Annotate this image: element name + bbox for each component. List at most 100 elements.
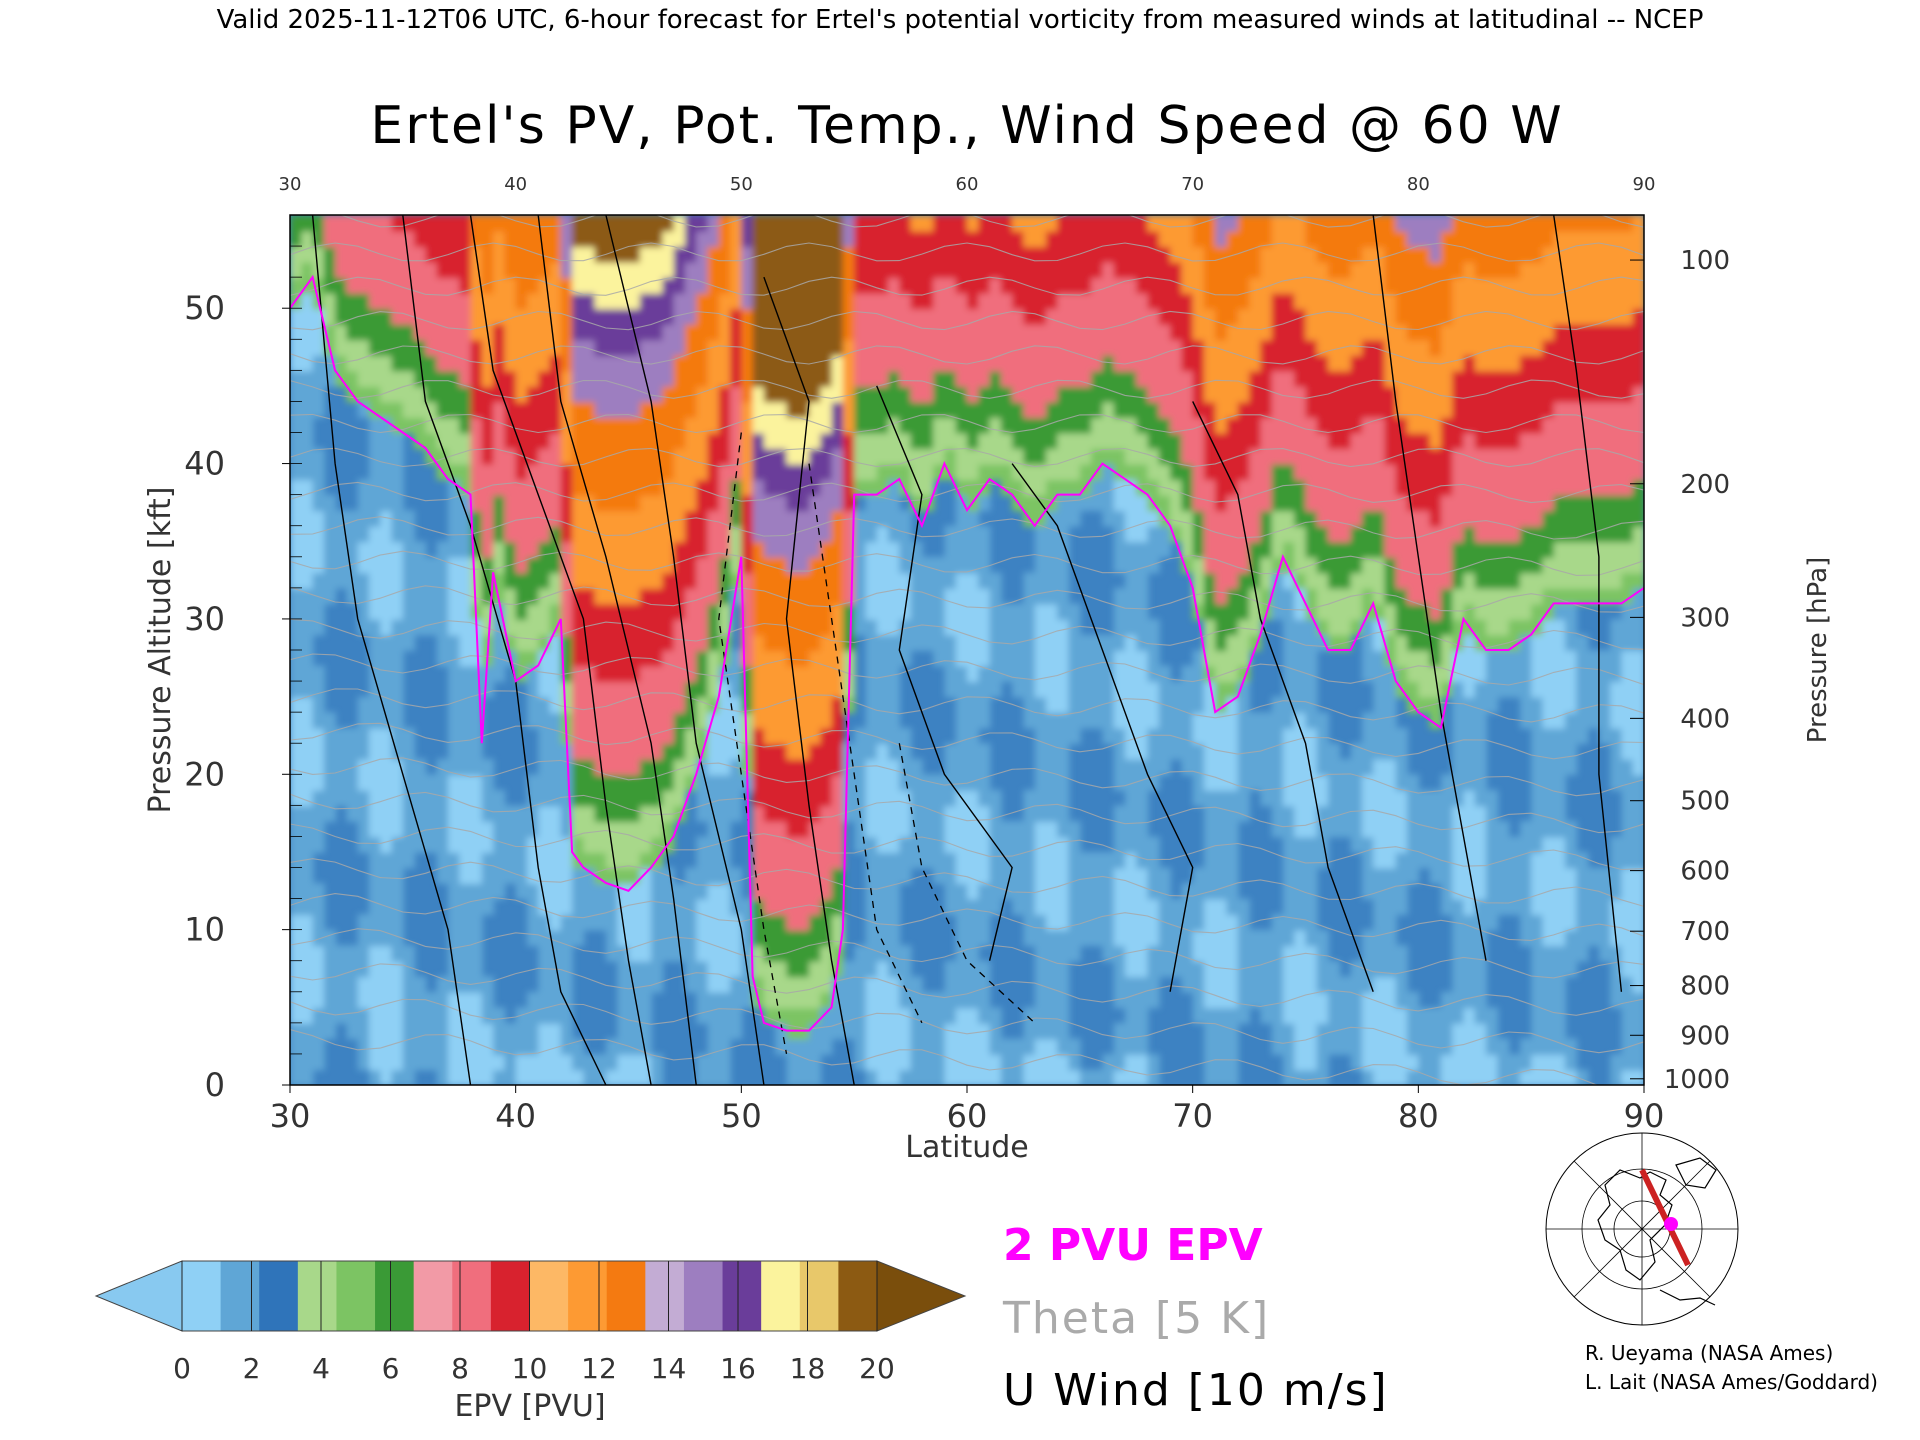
heat-cell [865,681,878,698]
heat-cell [617,805,630,822]
heat-cell [1249,727,1262,745]
heat-cell [1350,339,1363,356]
heat-cell [1136,1069,1149,1085]
heat-cell [1429,836,1442,853]
heat-cell [1079,883,1093,900]
heat-cell [854,572,867,589]
heat-cell [1181,665,1194,683]
heat-cell [651,339,664,356]
heat-cell [526,929,540,947]
heat-cell [1282,292,1296,310]
heat-cell [741,385,754,403]
heat-cell [436,261,449,279]
heat-cell [1034,681,1047,698]
heat-cell [414,292,427,310]
heat-cell [1373,370,1386,387]
heat-cell [357,587,370,605]
heat-cell [368,494,382,512]
heat-cell [301,494,314,512]
heat-cell [1305,1007,1318,1024]
heat-cell [1384,370,1397,387]
heat-cell [786,494,799,512]
heat-cell [470,215,483,232]
heat-cell [1463,1053,1476,1071]
heat-cell [290,1007,303,1024]
heat-cell [628,277,641,294]
heat-cell [357,820,370,838]
heat-cell [1203,960,1217,978]
heat-cell [504,494,517,512]
heat-cell [876,618,890,636]
heat-cell [1147,556,1160,574]
heat-cell [786,416,799,434]
heat-cell [1361,572,1375,589]
heat-cell [1057,929,1070,947]
heat-cell [696,292,709,310]
heat-cell [617,1069,630,1085]
heat-cell [696,230,709,248]
heat-cell [1124,463,1138,481]
heat-cell [1282,1022,1296,1040]
heat-cell [1124,556,1138,574]
heat-cell [921,618,935,636]
heat-cell [1000,603,1014,620]
heat-cell [639,494,653,512]
heat-cell [1316,416,1330,434]
heat-cell [831,277,844,294]
heat-cell [1260,1007,1273,1024]
heat-cell [572,385,585,403]
heat-cell [1271,494,1284,512]
heat-cell [1102,385,1115,403]
heat-cell [1079,681,1093,698]
heat-cell [763,976,777,993]
heat-cell [809,572,822,589]
heat-cell [1079,246,1093,263]
heat-cell [651,696,664,714]
heat-cell [515,603,528,620]
heat-cell [1045,463,1059,481]
heat-cell [1034,976,1047,993]
heat-cell [1113,634,1126,651]
heat-cell [639,1053,653,1071]
heat-cell [391,945,404,962]
heat-cell [301,1053,314,1071]
heat-cell [368,1007,382,1024]
heat-cell [1282,603,1296,620]
heat-cell [1192,261,1205,279]
heat-cell [797,572,811,589]
heat-cell [842,261,856,279]
heat-cell [888,991,901,1009]
heat-cell [673,587,686,605]
heat-cell [684,898,698,916]
heat-cell [1440,1053,1454,1071]
heat-cell [1316,1038,1330,1055]
heat-cell [820,510,833,527]
heat-cell [1305,634,1318,651]
heat-cell [1192,308,1205,325]
heat-cell [989,883,1002,900]
heat-cell [605,851,619,869]
heat-cell [955,945,968,962]
heat-cell [1124,292,1138,310]
heat-cell [560,432,574,450]
heat-cell [797,261,811,279]
heat-cell [1192,448,1205,465]
heat-cell [493,789,506,807]
heat-cell [583,898,596,916]
heat-cell [402,603,416,620]
heat-cell [1136,370,1149,387]
heat-cell [538,323,551,341]
heat-cell [391,587,404,605]
heat-cell [1136,292,1149,310]
heat-cell [1057,292,1070,310]
heat-cell [1226,618,1239,636]
heat-cell [1023,354,1036,372]
heat-cell [1068,370,1081,387]
heat-cell [1418,308,1431,325]
heat-cell [526,665,540,683]
heat-cell [639,743,653,760]
heat-cell [1418,401,1431,418]
heat-cell [865,1069,878,1085]
heat-cell [1361,277,1375,294]
heat-cell [1147,277,1160,294]
